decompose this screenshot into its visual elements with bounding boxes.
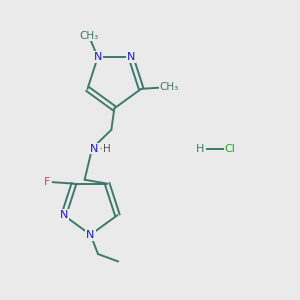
Text: –: –: [99, 143, 104, 154]
Text: N: N: [90, 143, 99, 154]
Text: H: H: [103, 143, 111, 154]
Text: N: N: [94, 52, 102, 62]
Text: N: N: [59, 210, 68, 220]
Text: H: H: [196, 143, 205, 154]
Text: Cl: Cl: [225, 143, 236, 154]
Text: N: N: [127, 52, 135, 62]
Text: CH₃: CH₃: [160, 82, 179, 92]
Text: N: N: [86, 230, 95, 240]
Text: F: F: [44, 177, 50, 187]
Text: CH₃: CH₃: [80, 31, 99, 40]
